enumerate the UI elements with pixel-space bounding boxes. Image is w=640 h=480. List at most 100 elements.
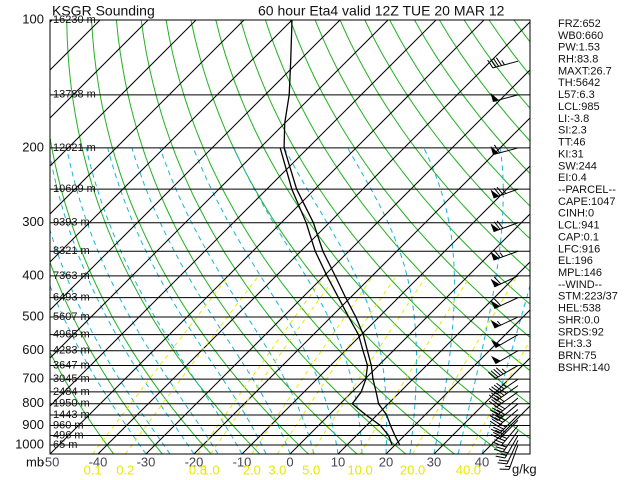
y-tick-label: 500 bbox=[22, 308, 44, 323]
barb-pennant bbox=[490, 355, 501, 364]
wind-barb bbox=[488, 391, 519, 408]
barb-half bbox=[501, 368, 507, 373]
barb-half bbox=[496, 320, 502, 326]
barb-shaft bbox=[495, 350, 519, 365]
height-label: 3647 m bbox=[53, 359, 90, 371]
height-label: 4965 m bbox=[53, 329, 90, 341]
barb-pennant bbox=[490, 251, 500, 261]
plot-frame bbox=[49, 19, 531, 455]
barb-pennant bbox=[490, 300, 500, 309]
moist-adiabat bbox=[481, 283, 530, 454]
stat-line: CAPE:1047 bbox=[558, 196, 615, 208]
mixing-ratio-line bbox=[197, 275, 325, 454]
stat-line: FRZ:652 bbox=[558, 18, 601, 30]
wind-barb bbox=[490, 249, 519, 261]
moist-adiabat bbox=[347, 147, 417, 454]
barb-flag bbox=[491, 399, 500, 406]
dry-adiabat bbox=[50, 134, 212, 454]
wind-barb bbox=[490, 186, 519, 199]
barb-flag bbox=[489, 409, 499, 416]
barb-pennant bbox=[490, 278, 500, 287]
isotherm bbox=[50, 20, 245, 215]
barb-flag bbox=[493, 221, 501, 230]
barb-half bbox=[502, 451, 509, 454]
stat-line: TT:46 bbox=[558, 137, 586, 149]
isotherm bbox=[50, 20, 149, 119]
dry-adiabat bbox=[50, 351, 115, 454]
y-tick-label: 600 bbox=[22, 342, 44, 357]
stat-line: LCL:941 bbox=[558, 220, 600, 232]
height-label: 8321 m bbox=[53, 245, 90, 257]
stat-line: BSHR:140 bbox=[558, 362, 610, 374]
stat-line: --WIND-- bbox=[558, 279, 602, 291]
wind-barb bbox=[490, 92, 519, 103]
wind-barb bbox=[497, 440, 519, 465]
isotherm bbox=[289, 213, 530, 454]
mixing-ratio-line bbox=[412, 275, 518, 454]
barb-shaft bbox=[494, 316, 519, 329]
barb-flag bbox=[495, 429, 505, 435]
barb-shaft bbox=[508, 444, 519, 470]
dry-adiabat bbox=[50, 260, 163, 454]
isotherm bbox=[50, 20, 485, 454]
plot-background bbox=[50, 20, 530, 454]
barb-half bbox=[502, 189, 507, 194]
moist-adiabat bbox=[192, 147, 339, 454]
height-label: 6493 m bbox=[53, 292, 90, 304]
dry-adiabat bbox=[364, 20, 530, 240]
isotherm bbox=[337, 261, 530, 454]
barb-pennant bbox=[490, 92, 499, 102]
dry-adiabat bbox=[240, 20, 530, 405]
barb-shaft bbox=[497, 409, 519, 427]
profile-line bbox=[283, 19, 401, 446]
chart-subtitle: 60 hour Eta4 valid 12Z TUE 20 MAR 12 bbox=[258, 3, 505, 19]
barb-shaft bbox=[500, 425, 519, 446]
mixing-ratio-line bbox=[251, 275, 374, 454]
dry-adiabat bbox=[140, 20, 407, 454]
barb-flag bbox=[493, 298, 502, 306]
stat-line: SI:2.3 bbox=[558, 125, 587, 137]
barb-flag bbox=[491, 392, 500, 400]
barb-flag bbox=[491, 386, 500, 393]
wind-barb bbox=[490, 334, 519, 349]
stat-line: TH:5642 bbox=[558, 77, 600, 89]
stat-line: EH:3.3 bbox=[558, 338, 592, 350]
isotherm bbox=[193, 117, 530, 454]
barb-flag bbox=[490, 428, 500, 434]
mixing-ratio-line bbox=[310, 275, 428, 454]
barb-pennant bbox=[490, 223, 500, 232]
isotherm bbox=[145, 69, 530, 454]
wind-barb bbox=[490, 144, 519, 156]
barb-shaft bbox=[496, 378, 519, 395]
y-tick-label: 100 bbox=[22, 11, 44, 26]
barb-shaft bbox=[506, 440, 519, 465]
barb-shaft bbox=[495, 334, 519, 349]
moist-adiabat bbox=[131, 147, 291, 454]
stat-line: MAXT:26.7 bbox=[558, 65, 612, 77]
height-label: 3045 m bbox=[53, 373, 90, 385]
mixing-ratio-label: 2.0 bbox=[243, 462, 261, 477]
height-label: 496 m bbox=[53, 429, 84, 441]
stat-line: LCL:985 bbox=[558, 101, 600, 113]
mixing-ratio-line bbox=[276, 275, 397, 454]
barb-flag bbox=[492, 418, 501, 425]
barb-flag bbox=[496, 186, 504, 195]
mixing-ratio-label: 0.1 bbox=[84, 462, 102, 477]
barb-shaft bbox=[504, 435, 519, 459]
mixing-ratio-label: 0.8 bbox=[189, 462, 207, 477]
height-label: 960 m bbox=[53, 419, 84, 431]
height-label: 1443 m bbox=[53, 409, 90, 421]
barb-shaft bbox=[493, 250, 519, 261]
barb-flag bbox=[493, 368, 502, 376]
mixing-ratio-label: 5.0 bbox=[302, 462, 320, 477]
x-tick-label: -50 bbox=[41, 454, 60, 469]
barb-flag bbox=[495, 455, 506, 459]
dry-adiabat bbox=[115, 20, 358, 454]
barb-half bbox=[502, 383, 507, 388]
stat-line: CINH:0 bbox=[558, 208, 594, 220]
isotherm bbox=[385, 309, 530, 454]
barb-pennant bbox=[490, 189, 500, 199]
plot-foreground: -50 -40 -30 -20 -10 0 10 20 30 40 0.1 0.2 0.81.0 2.0 3… bbox=[15, 11, 531, 477]
stat-line: EI:0.4 bbox=[558, 172, 587, 184]
